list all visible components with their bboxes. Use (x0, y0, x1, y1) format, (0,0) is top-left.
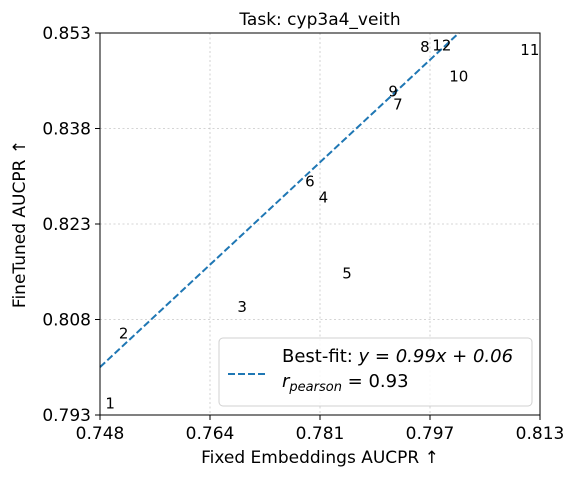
point-label-10: 10 (449, 67, 468, 85)
point-label-6: 6 (305, 172, 315, 190)
point-label-3: 3 (237, 298, 247, 316)
point-label-12: 12 (432, 37, 451, 55)
y-tick-label: 0.808 (42, 311, 91, 331)
y-tick-label: 0.793 (42, 406, 91, 426)
point-label-2: 2 (119, 325, 129, 343)
grid-lines (100, 33, 540, 415)
y-axis-ticks: 0.793 0.808 0.823 0.838 0.853 (42, 24, 100, 426)
y-tick-label: 0.838 (42, 120, 91, 140)
point-label-11: 11 (520, 41, 539, 59)
y-axis-label: FineTuned AUCPR ↑ (10, 140, 30, 308)
legend-r-subscript: pearson (288, 380, 342, 395)
point-label-9: 9 (388, 83, 398, 101)
legend-r-value: = 0.93 (342, 371, 409, 392)
point-label-8: 8 (420, 38, 430, 56)
point-label-7: 7 (393, 95, 403, 113)
point-label-5: 5 (342, 265, 352, 283)
fit-line-layer (99, 32, 460, 368)
x-tick-label: 0.813 (516, 424, 565, 444)
legend-box (218, 337, 533, 407)
legend-fit-equation: y = 0.99x + 0.06 (358, 346, 514, 367)
x-tick-label: 0.781 (296, 424, 345, 444)
point-label-1: 1 (105, 395, 115, 413)
x-axis-label: Fixed Embeddings AUCPR ↑ (201, 448, 439, 468)
legend-fit-prefix: Best-fit: (282, 346, 359, 367)
x-axis-ticks: 0.748 0.764 0.781 0.797 0.813 (76, 415, 565, 444)
chart-title: Task: cyp3a4_veith (238, 10, 400, 30)
legend-r-entry: rpearson = 0.93 (282, 371, 409, 395)
y-tick-label: 0.853 (42, 24, 91, 44)
legend-r-symbol: r (282, 371, 291, 392)
legend-fit-entry: Best-fit: y = 0.99x + 0.06 (282, 346, 513, 367)
point-label-4: 4 (319, 188, 329, 206)
fit-line (99, 32, 460, 368)
legend: Best-fit: y = 0.99x + 0.06 rpearson = 0.… (218, 337, 533, 407)
y-tick-label: 0.823 (42, 215, 91, 235)
x-tick-label: 0.797 (406, 424, 455, 444)
x-tick-label: 0.764 (186, 424, 235, 444)
x-tick-label: 0.748 (76, 424, 125, 444)
